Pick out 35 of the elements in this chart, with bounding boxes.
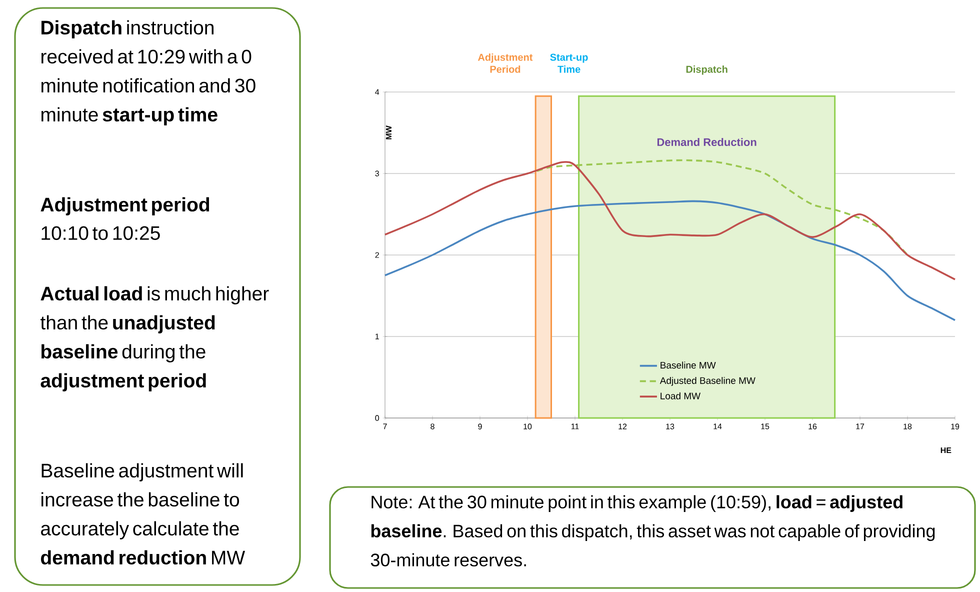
y-axis-title: MW	[386, 126, 392, 140]
x-tick-label: 14	[714, 424, 722, 430]
legend-label: Baseline MW	[660, 362, 716, 369]
y-tick-label: 4	[375, 89, 380, 95]
line-series	[384, 161, 956, 280]
x-tick-label: 7	[383, 424, 387, 430]
x-tick-label: 17	[856, 424, 864, 430]
y-tick-label: 0	[375, 415, 380, 421]
text: Note: At the 30 minute point in this example (10:59), load = adjusted baseline. Based on this dispatch, this asset was not capable of providing 30-minute reserves.	[370, 495, 935, 566]
x-tick-label: 18	[904, 424, 912, 430]
text: Dispatch instruction received at 10:29 with a 0 minute notification and 30 minute start-up time	[42, 20, 256, 126]
y-tick-label: 1	[376, 334, 379, 340]
legend-label: Load MW	[660, 392, 700, 400]
x-tick-label: 15	[761, 424, 770, 430]
band-label: Adjustment Period	[478, 53, 533, 73]
text: Start-up Time	[550, 54, 588, 73]
x-tick-label: 12	[618, 424, 627, 430]
text: 10:10 to 10:25	[42, 226, 160, 240]
x-tick-label: 10	[524, 424, 532, 430]
x-tick-label: 11	[571, 424, 579, 430]
legend-label: Adjusted Baseline MW	[660, 376, 756, 386]
annotation: Demand Reduction	[657, 138, 756, 146]
x-tick-label: 16	[808, 424, 817, 430]
x-tick-label: 19	[951, 424, 960, 430]
x-axis-title: HE	[940, 448, 952, 454]
y-tick-label: 3	[375, 170, 379, 176]
text: Adjustment period	[40, 197, 210, 216]
x-tick-label: 13	[666, 424, 674, 430]
y-tick-label: 2	[375, 252, 379, 258]
x-tick-label: 9	[478, 424, 482, 430]
line-series	[384, 200, 956, 322]
text: Baseline adjustment will increase the baseline to accurately calculate the demand reduction MW	[41, 463, 246, 565]
text: Actual load is much higher than the unadjusted baseline during the adjustment period	[40, 286, 269, 392]
band-label: Dispatch	[686, 65, 728, 75]
x-tick-label: 8	[430, 424, 434, 430]
